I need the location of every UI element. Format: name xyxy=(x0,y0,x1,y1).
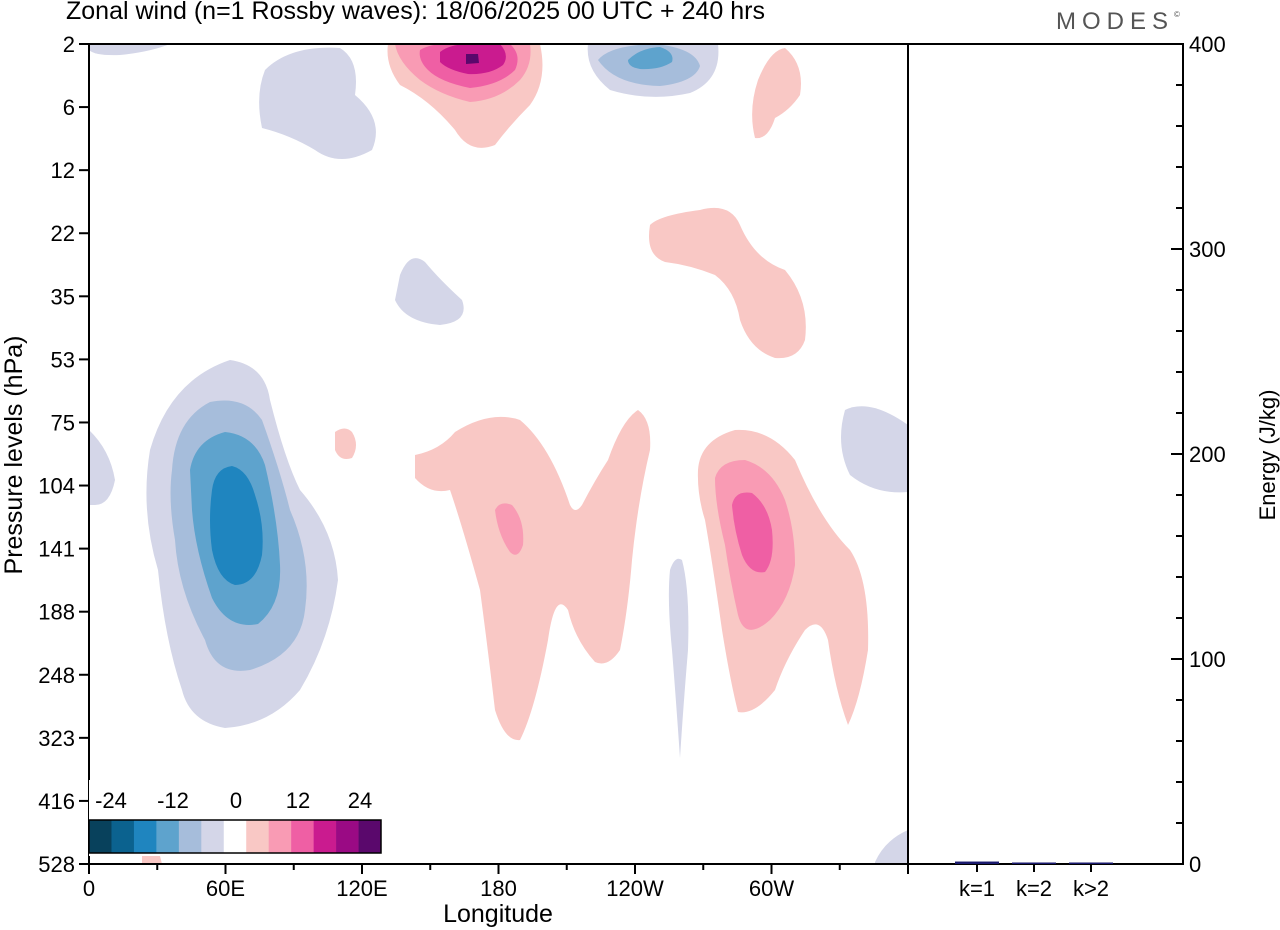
energy-category-label: k=2 xyxy=(1016,876,1052,901)
colorbar-label: -24 xyxy=(95,788,127,813)
contour-pos-5 xyxy=(415,410,651,741)
chart-title: Zonal wind (n=1 Rossby waves): 18/06/202… xyxy=(66,0,765,25)
logo-mark: © xyxy=(1174,10,1180,19)
contour-neg-5 xyxy=(668,558,689,758)
contour-neg-5 xyxy=(89,44,170,56)
colorbar-swatch xyxy=(336,820,359,853)
contour-neg-5 xyxy=(875,830,908,864)
energy-tick-label: 300 xyxy=(1189,237,1226,262)
x-axis-label: Longitude xyxy=(443,900,553,928)
colorbar-label: 0 xyxy=(230,788,242,813)
colorbar-label: 12 xyxy=(286,788,310,813)
contour-field xyxy=(89,44,908,864)
contour-neg-5 xyxy=(395,258,464,325)
y-tick-label: 35 xyxy=(51,284,75,309)
colorbar-swatch xyxy=(111,820,135,853)
contour-pos-5 xyxy=(649,207,806,359)
contour-neg-5 xyxy=(259,47,376,159)
y-tick-label: 528 xyxy=(38,852,75,877)
energy-axis-label: Energy (J/kg) xyxy=(1255,390,1280,521)
contour-pos-25 xyxy=(466,54,479,64)
energy-category-label: k>2 xyxy=(1073,876,1109,901)
colorbar-legend: -24 -12 0 12 24 xyxy=(88,780,385,856)
energy-category-label: k=1 xyxy=(959,876,995,901)
energy-axis: 0 100 200 300 400 xyxy=(1171,32,1226,877)
x-tick-label: 60E xyxy=(206,876,245,901)
y-tick-label: 323 xyxy=(38,726,75,751)
energy-bar xyxy=(1069,862,1113,864)
colorbar-label: -12 xyxy=(157,788,189,813)
energy-bars: k=1 k=2 k>2 xyxy=(955,861,1113,901)
colorbar-swatch xyxy=(89,820,112,853)
y-tick-label: 141 xyxy=(38,537,75,562)
contour-pos-5 xyxy=(335,428,356,459)
modes-logo: MODES© xyxy=(1056,8,1180,36)
y-tick-label: 75 xyxy=(51,410,75,435)
contour-pos-15 xyxy=(732,492,773,573)
y-tick-label: 22 xyxy=(51,221,75,246)
y-tick-label: 416 xyxy=(38,789,75,814)
colorbar-swatch xyxy=(246,820,269,853)
energy-tick-label: 400 xyxy=(1189,32,1226,57)
x-tick-label: 120W xyxy=(606,876,664,901)
energy-tick-label: 200 xyxy=(1189,442,1226,467)
colorbar-swatch xyxy=(156,820,180,853)
energy-bar xyxy=(1012,862,1056,864)
contour-neg-5 xyxy=(841,406,908,493)
x-tick-label: 60W xyxy=(749,876,794,901)
y-tick-label: 104 xyxy=(38,474,75,499)
energy-panel-frame xyxy=(907,43,1184,865)
energy-tick-label: 100 xyxy=(1189,647,1226,672)
x-tick-label: 180 xyxy=(480,876,517,901)
logo-text: MODES xyxy=(1056,8,1175,35)
colorbar-swatch xyxy=(358,820,382,853)
contour-neg-15 xyxy=(628,47,673,70)
colorbar-swatch xyxy=(178,820,202,853)
x-tick-label: 0 xyxy=(83,876,95,901)
contour-pos-10 xyxy=(495,503,524,555)
energy-tick-label: 0 xyxy=(1189,852,1201,877)
colorbar-outline xyxy=(88,819,382,854)
contour-neg-20 xyxy=(210,466,263,585)
colorbar-swatch xyxy=(268,820,292,853)
pressure-axis: 2 6 12 22 35 53 75 104 141 188 248 323 416 528 xyxy=(38,32,89,877)
x-tick-label: 120E xyxy=(336,876,387,901)
contour-neg-5 xyxy=(89,430,115,505)
contour-pos-5 xyxy=(752,48,801,139)
energy-bar xyxy=(955,861,999,864)
y-axis-label: Pressure levels (hPa) xyxy=(0,336,28,575)
y-tick-label: 2 xyxy=(63,32,75,57)
colorbar-label: 24 xyxy=(348,788,372,813)
y-tick-label: 248 xyxy=(38,663,75,688)
colorbar-swatch xyxy=(133,820,157,853)
contour-pos-5 xyxy=(142,854,162,864)
y-tick-label: 12 xyxy=(51,158,75,183)
colorbar-swatch xyxy=(223,820,247,853)
colorbar-swatch xyxy=(291,820,314,853)
y-tick-label: 53 xyxy=(51,347,75,372)
y-tick-label: 188 xyxy=(38,600,75,625)
colorbar-swatch xyxy=(313,820,337,853)
longitude-axis: 0 60E 120E 180 120W 60W xyxy=(83,864,909,901)
y-tick-label: 6 xyxy=(63,95,75,120)
colorbar-swatch xyxy=(201,820,225,853)
